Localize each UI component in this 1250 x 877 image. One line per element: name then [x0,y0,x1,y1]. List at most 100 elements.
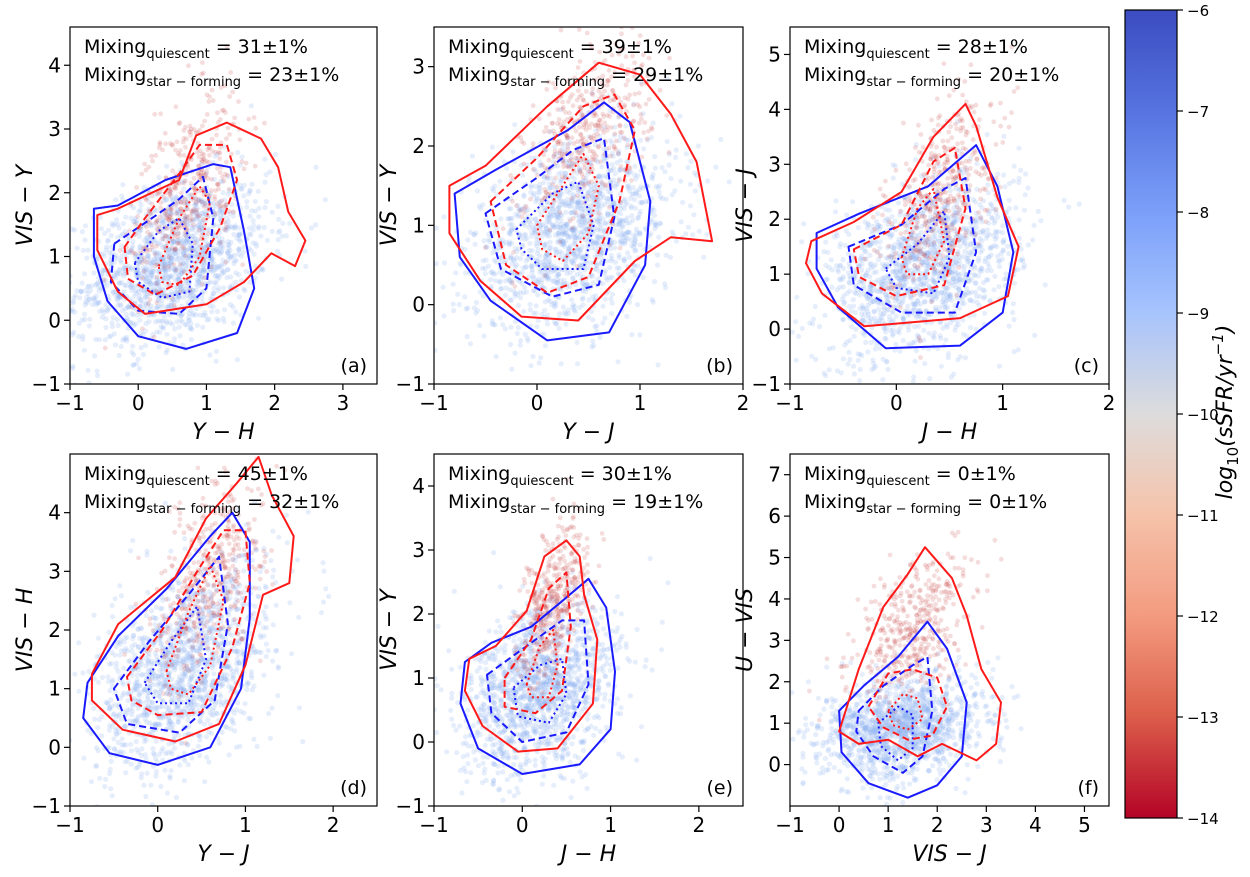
scatter-point [216,182,221,187]
scatter-point [202,118,208,124]
scatter-point [568,233,574,239]
scatter-point [471,231,477,237]
scatter-point [608,125,614,130]
scatter-point [888,234,894,240]
scatter-point [565,117,570,122]
scatter-point [70,308,73,314]
scatter-point [173,248,179,254]
scatter-point [992,206,998,212]
scatter-point [224,136,229,142]
scatter-point [519,139,525,144]
scatter-point [141,245,147,251]
scatter-point [176,255,182,261]
scatter-point [895,289,901,295]
scatter-point [136,258,143,265]
scatter-point [615,150,621,156]
scatter-point [156,279,162,285]
scatter-point [255,188,261,194]
scatter-point [455,291,461,297]
scatter-point [240,262,246,268]
scatter-point [564,232,571,239]
scatter-point [143,197,149,203]
scatter-point [585,144,591,150]
scatter-point [178,317,184,323]
scatter-point [963,165,969,172]
scatter-point [260,267,266,273]
scatter-point [624,71,630,77]
scatter-point [614,160,620,166]
scatter-point [940,302,946,308]
scatter-point [103,302,109,308]
scatter-point [623,235,629,241]
scatter-point [579,209,585,215]
scatter-point [637,120,642,126]
scatter-point [923,281,929,287]
scatter-point [167,214,173,220]
scatter-point [915,232,922,238]
scatter-point [516,206,522,213]
scatter-point [226,242,232,248]
scatter-point [202,253,208,259]
scatter-point [225,191,231,197]
scatter-point [147,297,153,302]
scatter-point [144,259,150,265]
scatter-point [101,310,107,316]
scatter-point [225,266,231,273]
scatter-point [527,307,533,313]
scatter-point [593,210,599,216]
scatter-point [193,247,199,253]
scatter-point [156,240,162,246]
scatter-point [174,237,180,243]
scatter-point [555,232,562,238]
scatter-point [543,254,549,260]
scatter-point [568,210,574,216]
scatter-point [53,303,58,308]
scatter-point [82,316,88,323]
x-axis-label: Y − J [562,420,614,445]
scatter-point [592,324,598,330]
scatter-point [989,244,995,250]
scatter-point [177,284,183,290]
scatter-point [595,131,600,137]
scatter-point [70,332,76,338]
scatter-point [178,286,184,292]
scatter-point [157,140,163,145]
scatter-point [581,141,586,147]
scatter-point [190,287,196,294]
scatter-point [837,389,842,394]
scatter-point [917,338,923,344]
scatter-point [195,213,201,219]
scatter-point [861,256,867,262]
scatter-point [937,319,943,326]
scatter-point [891,245,897,251]
scatter-point [612,70,617,75]
scatter-point [210,201,217,207]
scatter-point [652,165,658,171]
scatter-point [115,322,121,328]
scatter-point [573,228,579,234]
red-dashed-contour [489,93,636,294]
scatter-point [85,247,91,253]
scatter-point [566,200,572,206]
scatter-point [911,301,918,307]
scatter-point [974,293,980,299]
scatter-point [244,204,250,210]
scatter-point [585,217,591,223]
scatter-point [236,272,242,278]
scatter-point [147,220,153,226]
scatter-point [214,308,220,314]
scatter-point [95,300,101,306]
scatter-point [885,366,891,372]
scatter-point [184,206,190,212]
scatter-point [925,206,931,213]
scatter-point [213,348,220,354]
scatter-point [126,234,132,240]
scatter-point [513,262,520,268]
scatter-point [623,231,629,237]
scatter-point [637,200,643,206]
scatter-point [109,320,115,326]
scatter-point [634,302,641,308]
scatter-point [617,219,623,225]
scatter-point [580,213,586,219]
scatter-point [134,220,140,226]
